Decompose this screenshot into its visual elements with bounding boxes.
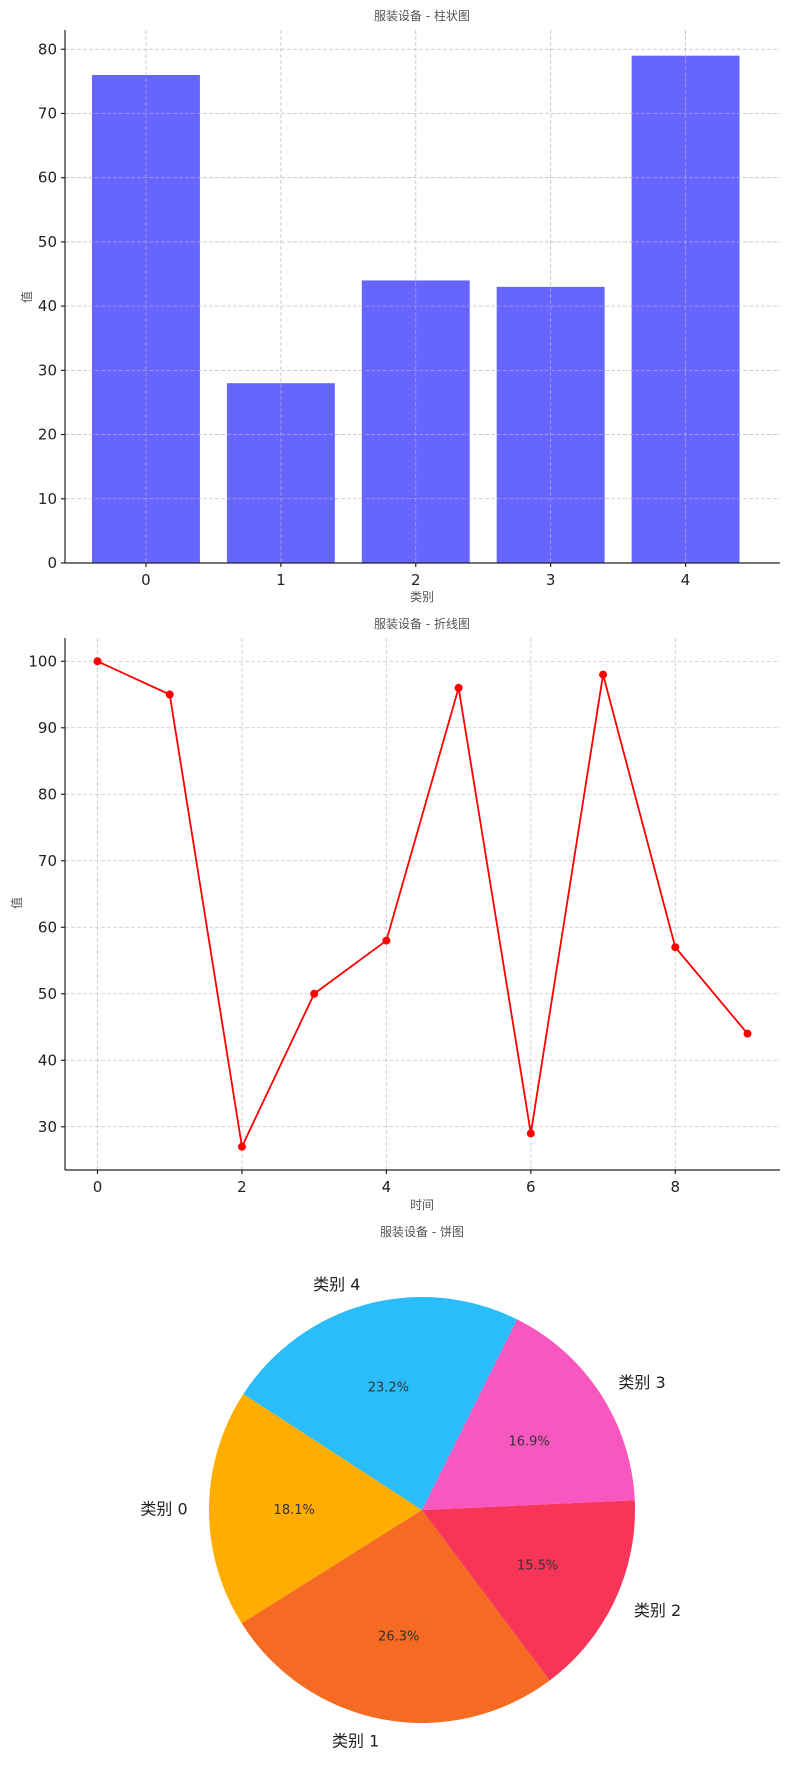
pie-category-label-2: 类别 2: [634, 1601, 681, 1620]
bar-ytick-label-7: 70: [38, 104, 57, 122]
line-chart-xlabel: 时间: [410, 1198, 434, 1212]
bar-ytick-label-3: 30: [38, 361, 57, 379]
bar-chart-title: 服装设备 - 柱状图: [374, 8, 470, 23]
line-xtick-label-0: 0: [93, 1178, 103, 1196]
line-point-3: [310, 989, 319, 998]
line-xtick-label-2: 4: [382, 1178, 392, 1196]
line-xtick-label-1: 2: [237, 1178, 247, 1196]
line-point-8: [671, 943, 680, 952]
line-point-5: [454, 683, 463, 692]
line-point-4: [382, 936, 391, 945]
pie-category-label-4: 类别 4: [313, 1275, 360, 1294]
line-chart-series: [93, 657, 752, 1151]
bar-xtick-label-0: 0: [141, 571, 151, 589]
line-series-path: [97, 660, 749, 1150]
bar-chart-ylabel: 值: [19, 291, 34, 303]
line-ytick-label-0: 30: [38, 1118, 57, 1136]
line-ytick-label-4: 70: [38, 852, 57, 870]
bar-ytick-label-0: 0: [47, 554, 57, 572]
line-point-0: [93, 657, 102, 666]
line-ytick-label-6: 90: [38, 719, 57, 737]
bar-chart-ticks: 0 10 20 30 40 50 60 70 80 0 1 2 3 4: [38, 40, 690, 589]
bar-xtick-label-1: 1: [276, 571, 286, 589]
line-chart-title: 服装设备 - 折线图: [374, 616, 470, 631]
bar-ytick-label-2: 20: [38, 426, 57, 444]
line-ytick-label-2: 50: [38, 985, 57, 1003]
bar-3: [496, 286, 605, 563]
pie-slice-2: [422, 1500, 635, 1681]
bar-chart: 服装设备 - 柱状图 0 10 20 30 40 50 60 70 80 0 1 2 3 4 类别 值: [19, 8, 780, 604]
pie-percent-label-0: 18.1%: [274, 1503, 315, 1518]
pie-chart: 服装设备 - 饼图 18.1% 类别 0 26.3% 类别 1 15.5% 类别 2 16.…: [140, 1225, 681, 1750]
line-ytick-label-1: 40: [38, 1051, 57, 1069]
pie-chart-slices: [209, 1297, 635, 1723]
pie-chart-labels: 18.1% 类别 0 26.3% 类别 1 15.5% 类别 2 16.9% 类别 3 23.2…: [140, 1275, 681, 1750]
line-ytick-label-5: 80: [38, 785, 57, 803]
bar-xtick-label-3: 3: [546, 571, 556, 589]
pie-category-label-0: 类别 0: [140, 1499, 187, 1518]
bar-xtick-label-2: 2: [411, 571, 421, 589]
line-chart: 服装设备 - 折线图 30 40 50 60 70 80 90 100 0 2 4 6 8 时间 值: [9, 616, 780, 1212]
pie-chart-title: 服装设备 - 饼图: [380, 1225, 464, 1239]
bar-chart-bars: [65, 30, 780, 564]
line-ytick-label-7: 100: [28, 652, 57, 670]
line-xtick-label-4: 8: [671, 1178, 681, 1196]
pie-percent-label-4: 23.2%: [368, 1381, 409, 1396]
line-chart-ticks: 30 40 50 60 70 80 90 100 0 2 4 6 8: [28, 652, 680, 1196]
bar-chart-xlabel: 类别: [410, 590, 434, 604]
bar-chart-axes: [61, 30, 780, 567]
line-chart-ylabel: 值: [9, 897, 24, 909]
line-point-2: [237, 1142, 246, 1151]
line-point-1: [165, 690, 174, 699]
line-chart-grid: [65, 638, 780, 1170]
bar-ytick-label-8: 80: [38, 40, 57, 58]
line-chart-axes: [61, 638, 780, 1174]
bar-1: [226, 383, 335, 563]
line-ytick-label-3: 60: [38, 918, 57, 936]
bar-xtick-label-4: 4: [681, 571, 691, 589]
pie-slice-3: [422, 1319, 635, 1510]
bar-ytick-label-1: 10: [38, 490, 57, 508]
line-point-9: [743, 1029, 752, 1038]
pie-slice-1: [241, 1510, 550, 1723]
pie-category-label-3: 类别 3: [618, 1373, 665, 1392]
line-point-6: [526, 1129, 535, 1138]
bar-ytick-label-6: 60: [38, 169, 57, 187]
line-point-7: [599, 670, 608, 679]
pie-percent-label-2: 15.5%: [517, 1559, 558, 1574]
pie-slice-0: [209, 1393, 422, 1624]
pie-category-label-1: 类别 1: [332, 1731, 379, 1750]
pie-percent-label-1: 26.3%: [378, 1630, 419, 1645]
pie-percent-label-3: 16.9%: [508, 1434, 549, 1449]
bar-ytick-label-4: 40: [38, 297, 57, 315]
pie-slice-4: [243, 1297, 518, 1510]
bar-ytick-label-5: 50: [38, 233, 57, 251]
line-xtick-label-3: 6: [526, 1178, 536, 1196]
